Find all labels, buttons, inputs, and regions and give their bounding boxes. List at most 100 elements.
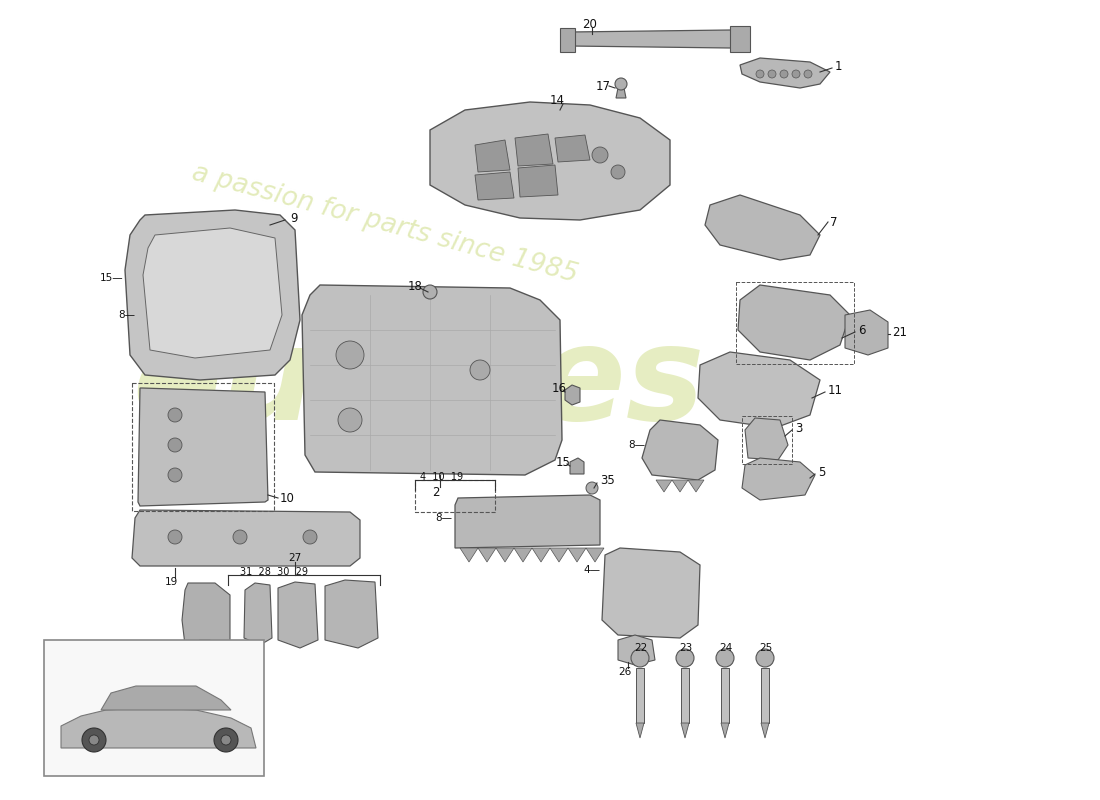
Polygon shape xyxy=(455,495,600,548)
Circle shape xyxy=(768,70,776,78)
Bar xyxy=(415,480,495,512)
Polygon shape xyxy=(681,723,689,738)
Polygon shape xyxy=(460,548,478,562)
Bar xyxy=(736,282,854,364)
Circle shape xyxy=(168,468,182,482)
Polygon shape xyxy=(514,548,532,562)
Polygon shape xyxy=(192,640,218,680)
Polygon shape xyxy=(475,172,514,200)
Polygon shape xyxy=(616,88,626,98)
Circle shape xyxy=(756,70,764,78)
Text: 15—: 15— xyxy=(100,273,123,283)
Text: 5: 5 xyxy=(818,466,825,478)
Polygon shape xyxy=(125,210,300,380)
Circle shape xyxy=(233,530,248,544)
Text: eurores: eurores xyxy=(132,321,704,447)
Polygon shape xyxy=(740,58,830,88)
Text: 22: 22 xyxy=(634,643,647,653)
Polygon shape xyxy=(745,418,788,460)
Polygon shape xyxy=(430,102,670,220)
Circle shape xyxy=(716,649,734,667)
Polygon shape xyxy=(302,285,562,475)
Polygon shape xyxy=(324,580,378,648)
Circle shape xyxy=(804,70,812,78)
Bar xyxy=(742,416,792,464)
Polygon shape xyxy=(244,583,272,645)
Text: 1: 1 xyxy=(835,59,843,73)
Polygon shape xyxy=(550,548,568,562)
Polygon shape xyxy=(518,165,558,197)
Polygon shape xyxy=(143,228,282,358)
Polygon shape xyxy=(586,548,604,562)
Polygon shape xyxy=(688,480,704,492)
Text: 19: 19 xyxy=(165,577,178,587)
Bar xyxy=(132,383,274,511)
Polygon shape xyxy=(568,548,586,562)
Text: 23: 23 xyxy=(679,643,692,653)
Text: 35: 35 xyxy=(600,474,615,486)
Circle shape xyxy=(302,530,317,544)
Text: 15: 15 xyxy=(556,455,571,469)
Polygon shape xyxy=(478,548,496,562)
Polygon shape xyxy=(570,458,584,474)
Text: 2: 2 xyxy=(432,486,440,498)
Polygon shape xyxy=(720,723,729,738)
Text: 31  28  30  29: 31 28 30 29 xyxy=(240,567,308,577)
Circle shape xyxy=(586,482,598,494)
Text: 14: 14 xyxy=(550,94,565,106)
Polygon shape xyxy=(515,134,553,166)
Polygon shape xyxy=(60,708,256,748)
Polygon shape xyxy=(556,135,590,162)
Text: 21: 21 xyxy=(892,326,907,338)
Bar xyxy=(761,668,769,723)
Polygon shape xyxy=(730,26,750,52)
Text: 25: 25 xyxy=(759,643,772,653)
Polygon shape xyxy=(532,548,550,562)
Circle shape xyxy=(168,408,182,422)
Text: 4—: 4— xyxy=(583,565,600,575)
Text: 8—: 8— xyxy=(628,440,645,450)
Polygon shape xyxy=(636,723,644,738)
Circle shape xyxy=(592,147,608,163)
Circle shape xyxy=(168,530,182,544)
Text: 18: 18 xyxy=(408,279,422,293)
Polygon shape xyxy=(618,635,654,665)
Circle shape xyxy=(168,438,182,452)
Bar xyxy=(636,668,644,723)
Bar xyxy=(720,668,729,723)
Circle shape xyxy=(610,165,625,179)
Text: 11: 11 xyxy=(828,383,843,397)
Circle shape xyxy=(336,341,364,369)
Text: 6: 6 xyxy=(858,323,866,337)
Polygon shape xyxy=(656,480,672,492)
Circle shape xyxy=(631,649,649,667)
Text: 4  10  19: 4 10 19 xyxy=(420,472,463,482)
Circle shape xyxy=(470,360,490,380)
Polygon shape xyxy=(101,686,231,710)
Text: 27: 27 xyxy=(288,553,301,563)
Circle shape xyxy=(676,649,694,667)
Polygon shape xyxy=(565,30,745,48)
Circle shape xyxy=(424,285,437,299)
Polygon shape xyxy=(742,458,815,500)
Polygon shape xyxy=(496,548,514,562)
Polygon shape xyxy=(602,548,700,638)
Circle shape xyxy=(214,728,238,752)
Polygon shape xyxy=(845,310,888,355)
Polygon shape xyxy=(475,140,510,172)
Circle shape xyxy=(89,735,99,745)
Circle shape xyxy=(780,70,788,78)
Polygon shape xyxy=(738,285,850,360)
Polygon shape xyxy=(138,388,268,506)
Polygon shape xyxy=(698,352,820,428)
Circle shape xyxy=(792,70,800,78)
Polygon shape xyxy=(761,723,769,738)
Text: 3: 3 xyxy=(795,422,802,434)
Text: 16: 16 xyxy=(552,382,567,394)
Polygon shape xyxy=(182,583,230,655)
Text: 17: 17 xyxy=(596,79,611,93)
Text: 20: 20 xyxy=(582,18,597,30)
Polygon shape xyxy=(560,28,575,52)
Polygon shape xyxy=(672,480,688,492)
Polygon shape xyxy=(705,195,820,260)
